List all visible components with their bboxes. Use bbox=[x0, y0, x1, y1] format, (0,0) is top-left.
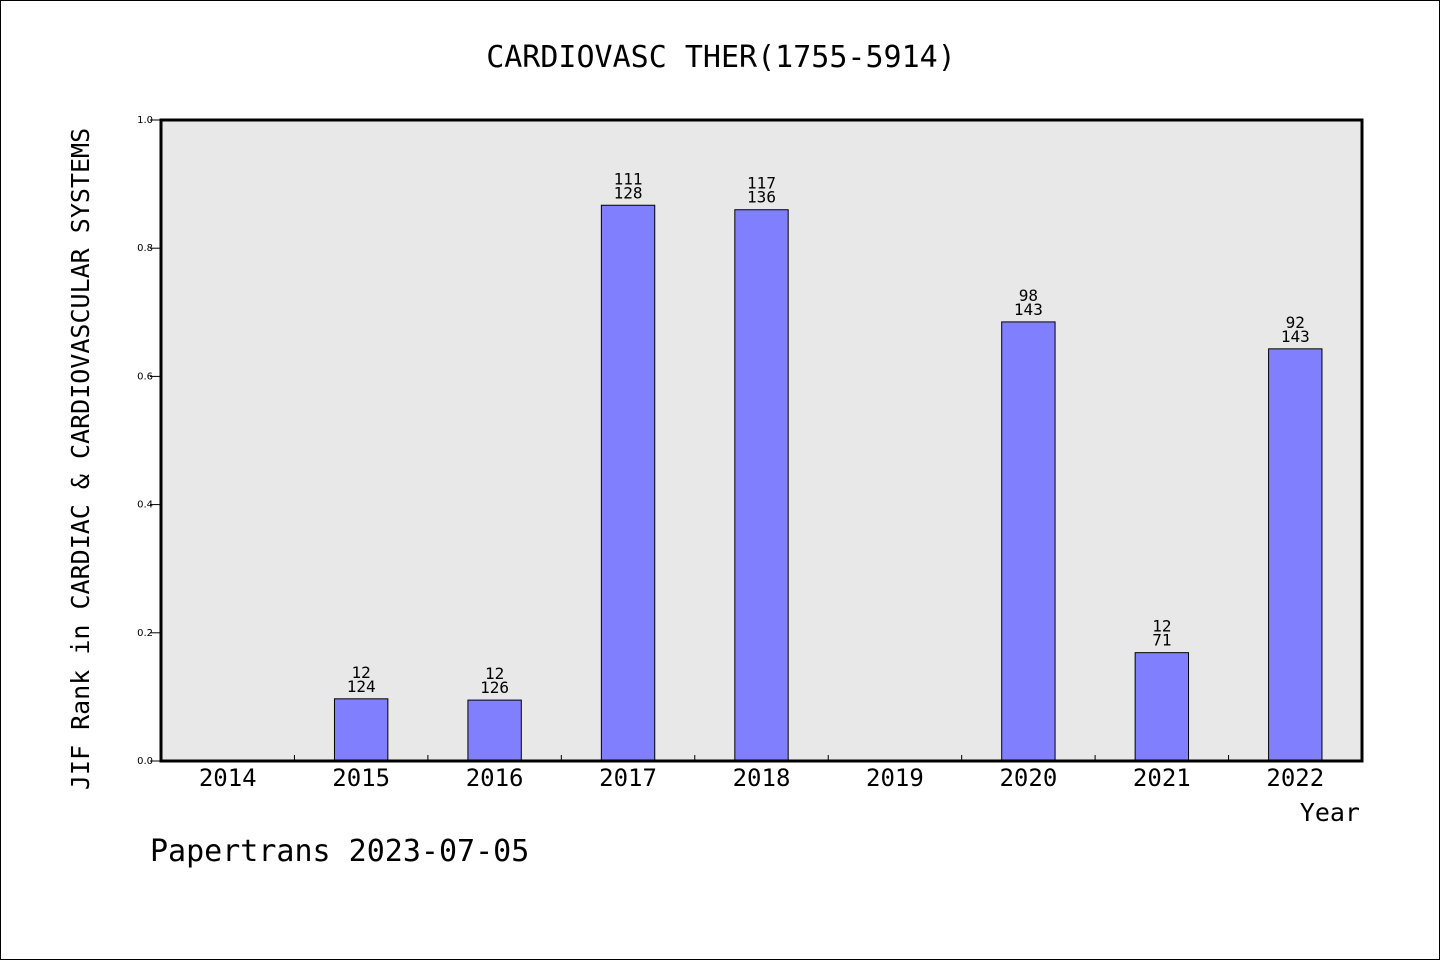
x-tick-label-2020: 2020 bbox=[999, 764, 1057, 792]
x-tick-label-2018: 2018 bbox=[733, 764, 791, 792]
bar-rank-label-2015: 12 bbox=[352, 663, 371, 682]
plot-border bbox=[159, 118, 1364, 763]
chart-title: CARDIOVASC THER(1755-5914) bbox=[486, 40, 956, 75]
y-tick-label-1.0: 1.0 bbox=[137, 115, 153, 126]
bar-2021 bbox=[1134, 652, 1190, 762]
bar-rank-label-2021: 12 bbox=[1152, 617, 1171, 636]
y-axis-label: JIF Rank in CARDIAC & CARDIOVASCULAR SYS… bbox=[66, 128, 95, 790]
bar-rank-label-2018: 117 bbox=[747, 174, 776, 193]
bar-rank-label-2017: 111 bbox=[614, 169, 643, 188]
bar-2016 bbox=[467, 699, 522, 762]
bar-rank-label-2020: 98 bbox=[1019, 286, 1038, 305]
bar-total-label-2016: 126 bbox=[480, 678, 509, 697]
y-tick-label-0.8: 0.8 bbox=[137, 243, 153, 254]
bars-layer bbox=[333, 204, 1323, 762]
bar-total-label-2018: 136 bbox=[747, 188, 776, 207]
x-tick-label-2021: 2021 bbox=[1133, 764, 1191, 792]
bar-total-label-2015: 124 bbox=[347, 677, 376, 696]
y-tick-label-0.6: 0.6 bbox=[137, 371, 153, 382]
y-tick-label-0.0: 0.0 bbox=[137, 756, 153, 767]
x-tick-label-2014: 2014 bbox=[199, 764, 257, 792]
bar-2022 bbox=[1268, 348, 1323, 762]
bar-2020 bbox=[1001, 321, 1056, 762]
x-tick-label-2017: 2017 bbox=[599, 764, 657, 792]
watermark-text: Papertrans 2023-07-05 bbox=[150, 834, 530, 869]
x-tick-label-2019: 2019 bbox=[866, 764, 924, 792]
x-axis-label: Year bbox=[1300, 798, 1360, 827]
x-tick-label-2015: 2015 bbox=[332, 764, 390, 792]
x-tick-label-2016: 2016 bbox=[466, 764, 524, 792]
x-axis: 2014 2015 2016 2017 2018 2019 2020 2021 2022 bbox=[199, 755, 1324, 792]
bar-total-label-2017: 128 bbox=[614, 183, 643, 202]
y-tick-label-0.2: 0.2 bbox=[137, 628, 153, 639]
bar-rank-label-2022: 92 bbox=[1286, 313, 1305, 332]
bar-rank-label-2016: 12 bbox=[485, 664, 504, 683]
bar-2018 bbox=[734, 209, 789, 762]
bar-2017 bbox=[600, 204, 656, 762]
x-tick-label-2022: 2022 bbox=[1266, 764, 1324, 792]
bar-total-label-2022: 143 bbox=[1281, 327, 1310, 346]
bar-total-label-2021: 71 bbox=[1152, 631, 1171, 650]
y-tick-label-0.4: 0.4 bbox=[137, 500, 153, 511]
bar-2015 bbox=[333, 698, 389, 762]
y-axis: 0.0 0.2 0.4 0.6 0.8 1.0 bbox=[137, 115, 161, 767]
bar-total-label-2020: 143 bbox=[1014, 300, 1043, 319]
